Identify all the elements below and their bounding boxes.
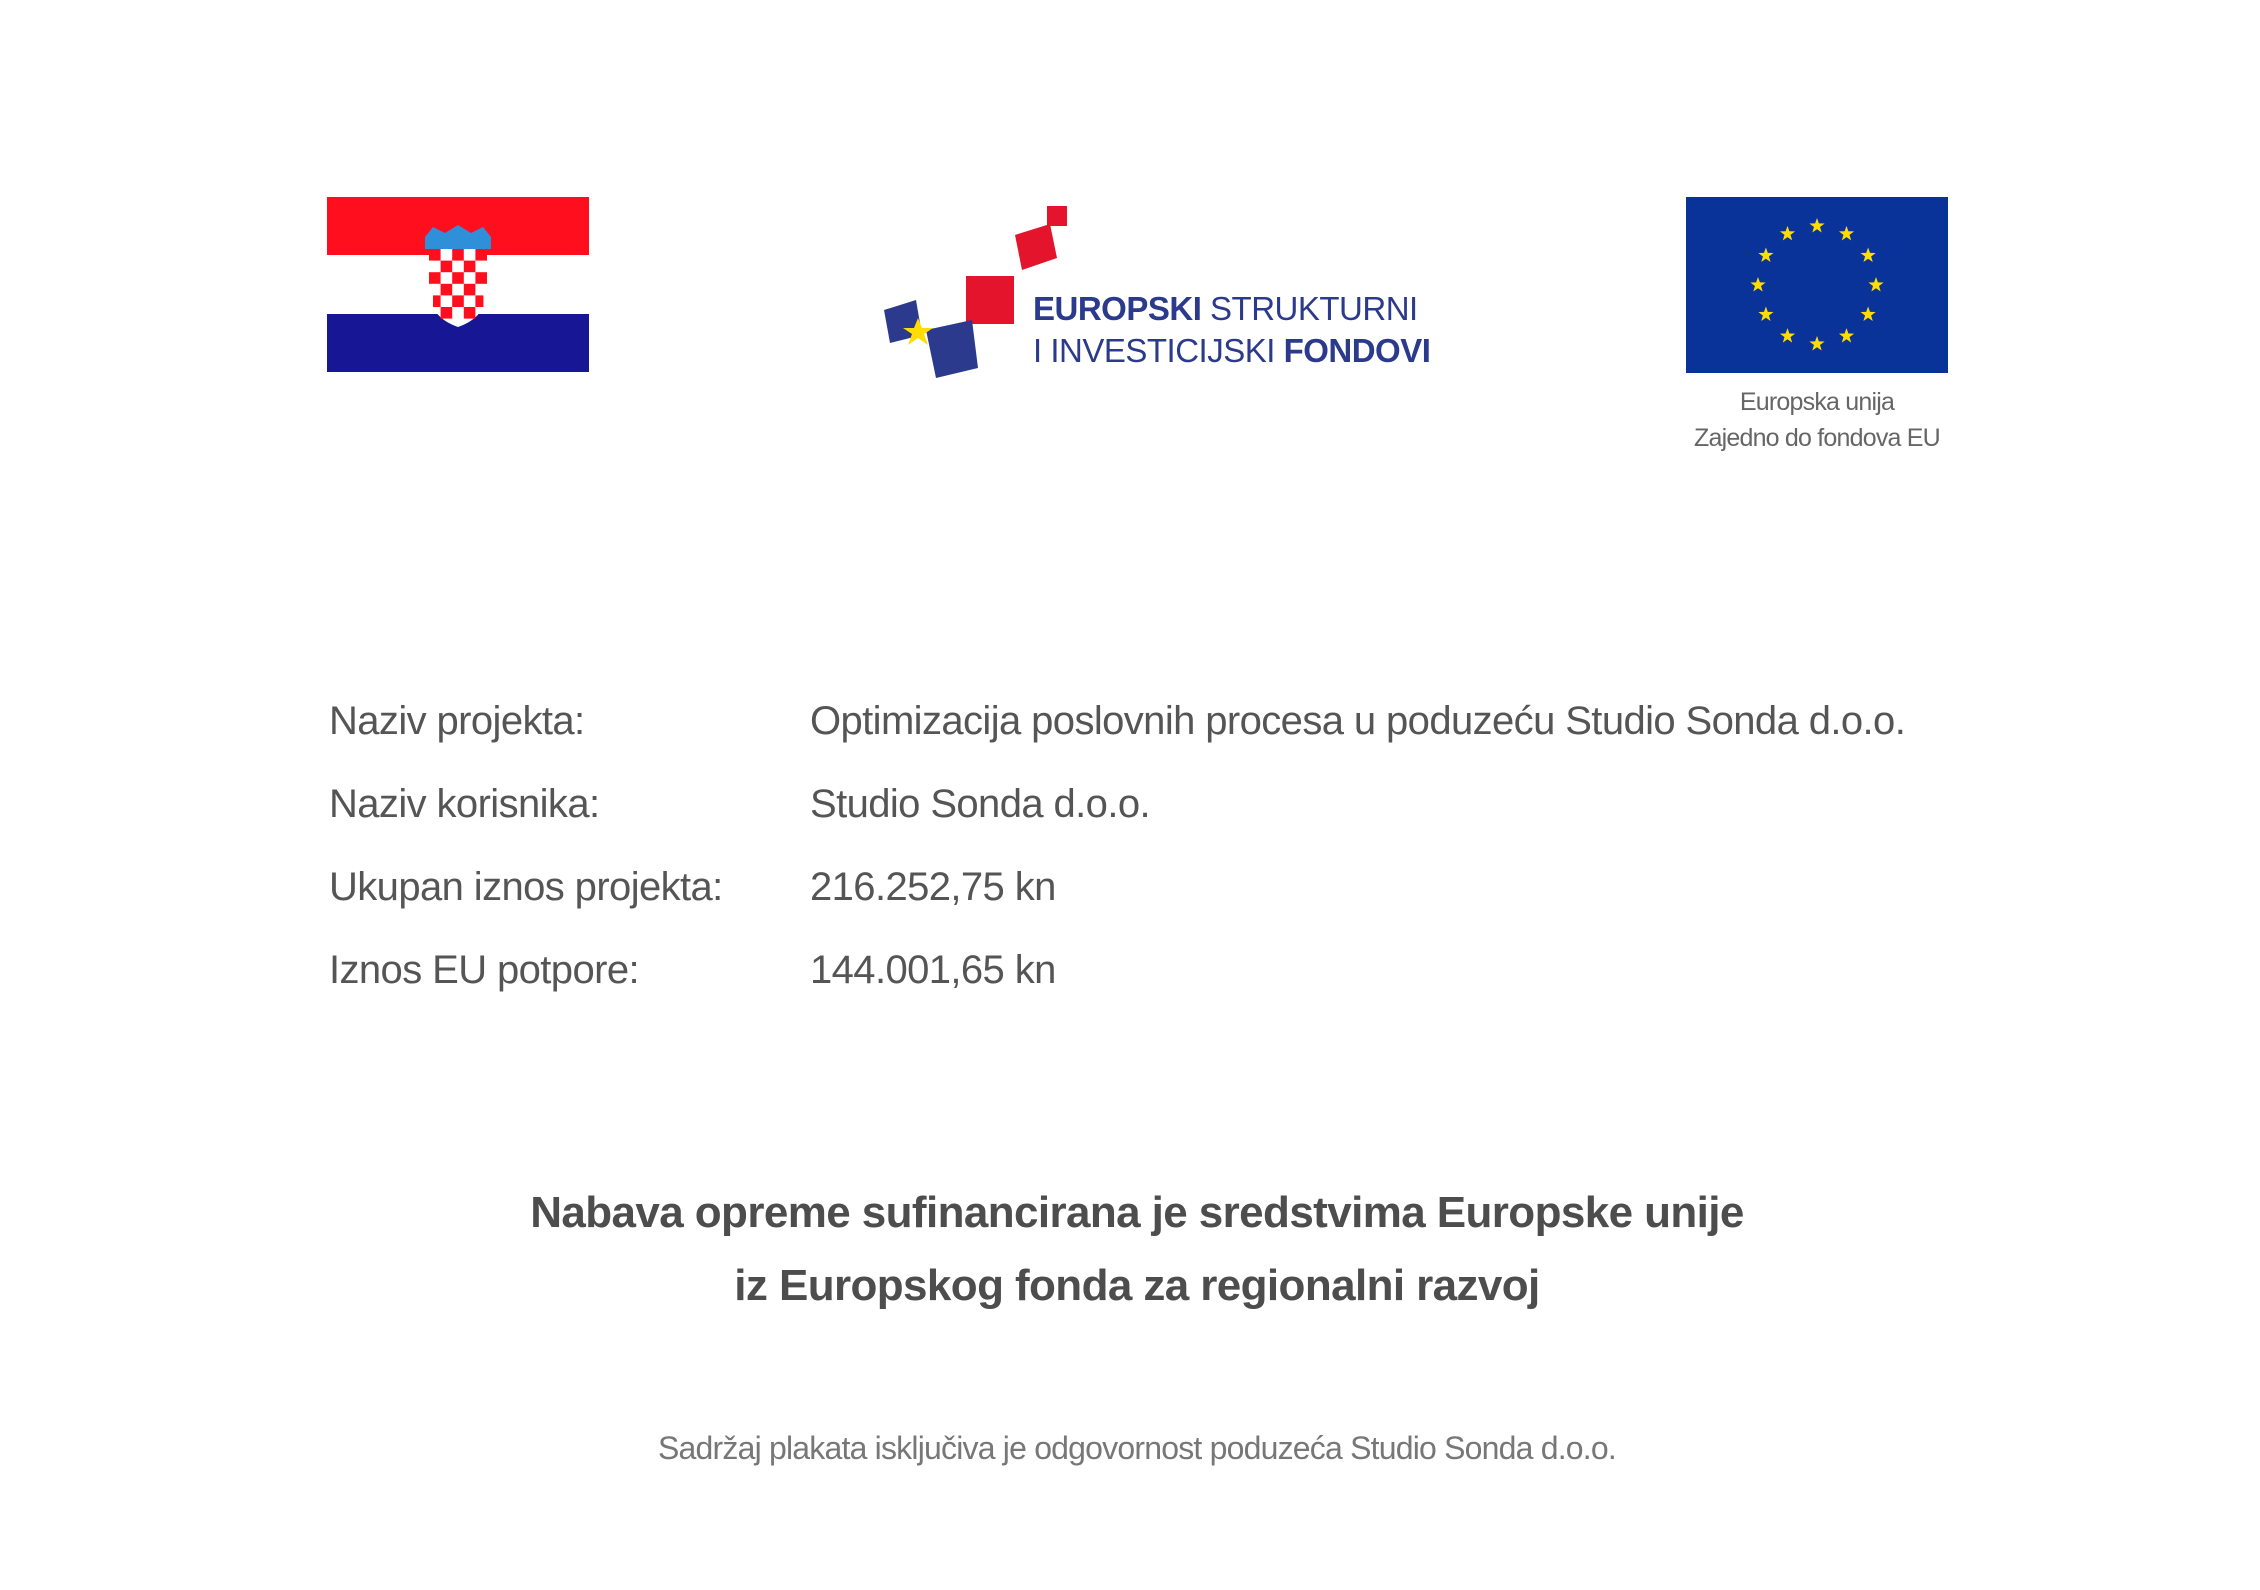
eu-star-icon: [1750, 277, 1766, 292]
info-row-beneficiary: Naziv korisnika: Studio Sonda d.o.o.: [329, 763, 1905, 846]
esif-title-line1: EUROPSKI STRUKTURNI: [1033, 290, 1418, 328]
esif-bold-2: FONDOVI: [1283, 332, 1431, 369]
croatian-flag-icon: [327, 197, 589, 372]
info-row-total-amount: Ukupan iznos projekta: 216.252,75 kn: [329, 846, 1905, 929]
esif-regular-1: STRUKTURNI: [1210, 290, 1418, 327]
esif-bold-1: EUROPSKI: [1033, 290, 1202, 327]
eu-star-icon: [1838, 328, 1855, 343]
eu-star-icon: [1758, 247, 1774, 262]
eu-caption-line1: Europska unija: [1739, 388, 1895, 416]
info-row-eu-support: Iznos EU potpore: 144.001,65 kn: [329, 929, 1905, 1012]
eu-star-icon: [1860, 247, 1876, 262]
esif-title-line2: I INVESTICIJSKI FONDOVI: [1033, 332, 1431, 370]
eu-caption-line2: Zajedno do fondova EU: [1694, 424, 1941, 452]
info-label: Naziv projekta:: [329, 699, 585, 743]
esif-squares-icon: [884, 206, 1067, 378]
info-value: Studio Sonda d.o.o.: [810, 782, 1151, 826]
eu-star-icon: [1868, 277, 1884, 292]
eu-star-icon: [1860, 306, 1876, 321]
esif-logo: EUROPSKI STRUKTURNI I INVESTICIJSKI FOND…: [880, 200, 1431, 385]
info-label: Ukupan iznos projekta:: [329, 865, 723, 909]
eu-star-icon: [1779, 225, 1796, 241]
info-row-project-name: Naziv projekta: Optimizacija poslovnih pr…: [329, 680, 1906, 763]
disclaimer: Sadržaj plakata isključiva je odgovornos…: [658, 1430, 1617, 1466]
eu-flag-icon: [1686, 197, 1948, 373]
eu-star-icon: [1779, 328, 1796, 343]
info-value: 216.252,75 kn: [810, 865, 1056, 909]
cofinancing-heading-line1: Nabava opreme sufinancirana je sredstvim…: [530, 1188, 1744, 1237]
info-label: Iznos EU potpore:: [329, 948, 640, 992]
cofinancing-heading-line2: iz Europskog fonda za regionalni razvoj: [734, 1261, 1540, 1310]
info-value: 144.001,65 kn: [810, 948, 1056, 992]
project-info: Naziv projekta: Optimizacija poslovnih pr…: [329, 680, 1906, 1012]
eu-star-icon: [1809, 336, 1825, 351]
eu-star-icon: [1838, 225, 1855, 241]
info-label: Naziv korisnika:: [329, 782, 600, 826]
info-value: Optimizacija poslovnih procesa u poduzeć…: [810, 699, 1906, 743]
esif-regular-2: I INVESTICIJSKI: [1033, 332, 1275, 369]
eu-star-icon: [1758, 306, 1774, 321]
eu-star-icon: [1809, 218, 1825, 233]
